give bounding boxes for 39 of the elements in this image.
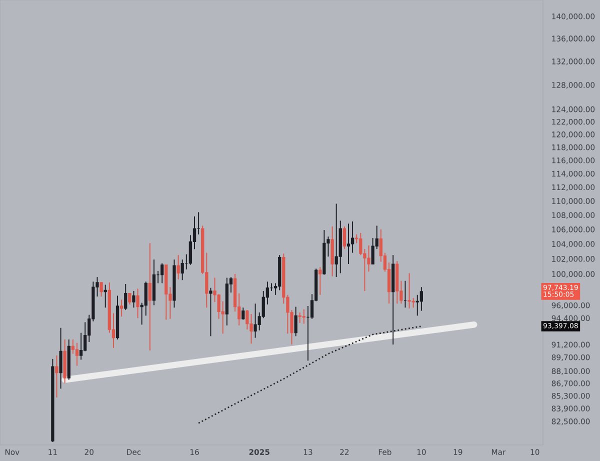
candlestick xyxy=(298,312,302,324)
candlestick xyxy=(124,283,128,311)
candlestick xyxy=(100,282,103,297)
candlestick xyxy=(416,294,419,316)
candlestick xyxy=(334,203,338,278)
candlestick xyxy=(250,314,253,344)
candlestick xyxy=(408,272,411,309)
candlestick xyxy=(59,327,62,390)
candlestick xyxy=(350,220,354,254)
candlestick xyxy=(254,303,257,338)
candlestick xyxy=(367,244,370,272)
candlestick xyxy=(242,307,245,320)
candlestick xyxy=(412,298,415,308)
candlestick xyxy=(302,308,306,324)
candlestick xyxy=(342,226,346,250)
candlestick xyxy=(148,242,152,351)
candlestick xyxy=(246,310,249,330)
candlestick xyxy=(55,355,58,398)
candlestick xyxy=(128,292,132,305)
candlestick xyxy=(420,286,423,312)
candlestick xyxy=(160,262,164,284)
candlestick xyxy=(84,322,87,352)
candlestick xyxy=(104,284,107,308)
candlestick xyxy=(132,290,136,308)
candlestick xyxy=(79,332,83,360)
candlestick xyxy=(318,266,322,296)
candlestick xyxy=(217,294,220,320)
candlestick xyxy=(120,299,124,317)
candlestick xyxy=(294,306,298,337)
candlestick xyxy=(136,288,140,319)
candlestick xyxy=(346,223,350,265)
candlestick xyxy=(71,339,75,354)
candlestick xyxy=(75,342,79,366)
candlestick xyxy=(144,281,148,316)
candlestick xyxy=(209,287,212,337)
candlestick xyxy=(371,238,374,265)
candlestick xyxy=(176,254,180,280)
candlestick xyxy=(180,259,184,281)
candlestick xyxy=(359,232,362,256)
